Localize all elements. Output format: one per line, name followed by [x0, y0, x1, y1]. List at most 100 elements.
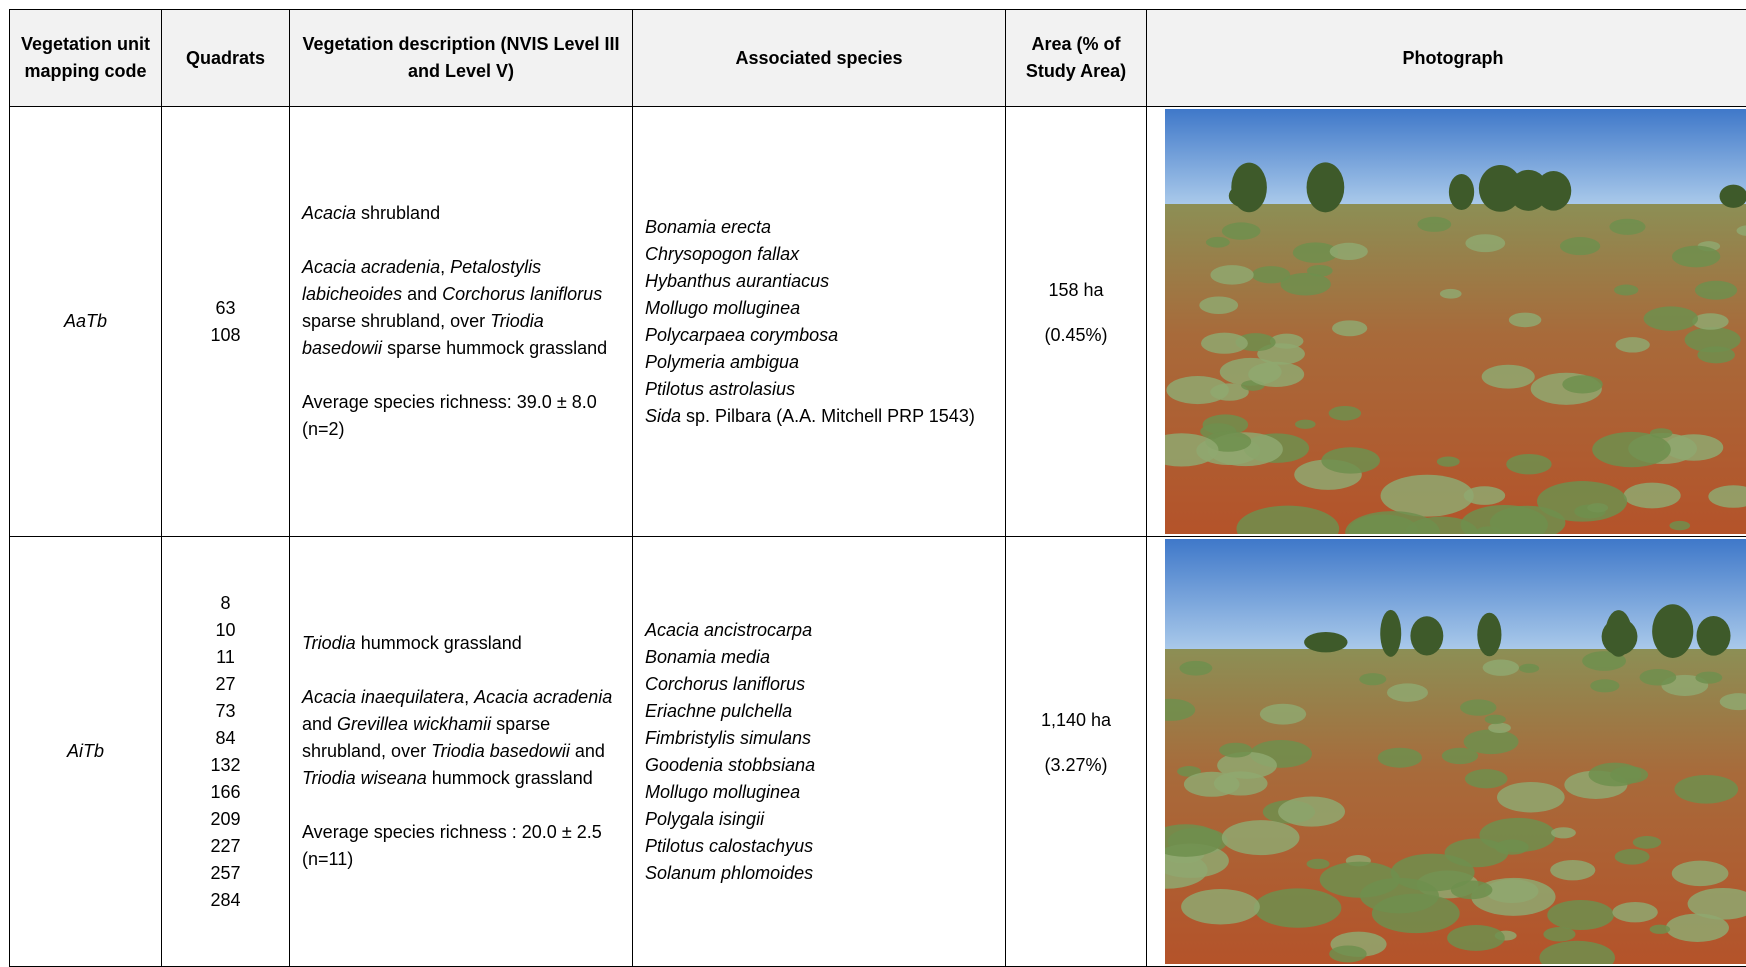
- species-text: Bonamia media: [645, 647, 770, 667]
- quadrat: 8: [162, 590, 289, 617]
- species-item: Solanum phlomoides: [645, 860, 993, 887]
- description-text: Triodia wiseana: [302, 768, 427, 788]
- description-paragraph: Average species richness : 20.0 ± 2.5 (n…: [302, 819, 620, 873]
- species-item: Acacia ancistrocarpa: [645, 617, 993, 644]
- species-text: sp. Pilbara (A.A. Mitchell PRP 1543): [681, 406, 975, 426]
- description-text: Grevillea wickhamii: [337, 714, 491, 734]
- photograph: [1165, 109, 1746, 534]
- species-item: Sida sp. Pilbara (A.A. Mitchell PRP 1543…: [645, 403, 993, 430]
- species-item: Corchorus laniflorus: [645, 671, 993, 698]
- species-cell: Bonamia erecta Chrysopogon fallax Hybanthu…: [633, 107, 1006, 537]
- species-item: Eriachne pulchella: [645, 698, 993, 725]
- description-text: Acacia acradenia: [474, 687, 612, 707]
- species-item: Ptilotus astrolasius: [645, 376, 993, 403]
- area-percent: (3.27%): [1006, 752, 1146, 779]
- description-text: shrubland: [356, 203, 440, 223]
- description-text: Average species richness: 39.0 ± 8.0 (n=…: [302, 392, 597, 439]
- quadrat: 73: [162, 698, 289, 725]
- species-item: Goodenia stobbsiana: [645, 752, 993, 779]
- species-item: Mollugo molluginea: [645, 295, 993, 322]
- species-cell: Acacia ancistrocarpa Bonamia media Corchor…: [633, 537, 1006, 967]
- quadrat: 257: [162, 860, 289, 887]
- header-cell: Associated species: [633, 10, 1006, 107]
- quadrat: 84: [162, 725, 289, 752]
- quadrat: 63: [162, 295, 289, 322]
- quadrat: 132: [162, 752, 289, 779]
- species-text: Sida: [645, 406, 681, 426]
- quadrat: 227: [162, 833, 289, 860]
- species-text: Ptilotus astrolasius: [645, 379, 795, 399]
- photo-cell: [1147, 107, 1746, 537]
- description-text: Triodia basedowii: [431, 741, 570, 761]
- species-text: Polymeria ambigua: [645, 352, 799, 372]
- species-text: Mollugo molluginea: [645, 782, 800, 802]
- quadrat: 166: [162, 779, 289, 806]
- species-text: Ptilotus calostachyus: [645, 836, 813, 856]
- quadrat: 284: [162, 887, 289, 914]
- quadrat: 11: [162, 644, 289, 671]
- species-item: Fimbristylis simulans: [645, 725, 993, 752]
- species-text: Hybanthus aurantiacus: [645, 271, 829, 291]
- area-percent: (0.45%): [1006, 322, 1146, 349]
- header-cell: Quadrats: [162, 10, 290, 107]
- description-text: Triodia: [302, 633, 356, 653]
- species-text: Polycarpaea corymbosa: [645, 325, 838, 345]
- code-cell: AiTb: [10, 537, 162, 967]
- header-cell: Vegetation unit mapping code: [10, 10, 162, 107]
- species-item: Polygala isingii: [645, 806, 993, 833]
- species-item: Ptilotus calostachyus: [645, 833, 993, 860]
- photograph: [1165, 539, 1746, 964]
- species-text: Goodenia stobbsiana: [645, 755, 815, 775]
- species-text: Acacia ancistrocarpa: [645, 620, 812, 640]
- area-cell: 1,140 ha (3.27%): [1006, 537, 1147, 967]
- description-paragraph: Acacia inaequilatera, Acacia acradenia a…: [302, 684, 620, 792]
- header-cell: Vegetation description (NVIS Level III a…: [290, 10, 633, 107]
- description-text: hummock grassland: [356, 633, 522, 653]
- header-cell: Area (% of Study Area): [1006, 10, 1147, 107]
- description-text: and: [402, 284, 442, 304]
- description-paragraph: Acacia acradenia, Petalostylis labicheoi…: [302, 254, 620, 362]
- description-text: sparse shrubland, over: [302, 311, 490, 331]
- species-item: Mollugo molluginea: [645, 779, 993, 806]
- description-text: Acacia inaequilatera: [302, 687, 464, 707]
- description-text: Acacia acradenia: [302, 257, 440, 277]
- header-cell: Photograph: [1147, 10, 1746, 107]
- species-text: Solanum phlomoides: [645, 863, 813, 883]
- quadrat: 108: [162, 322, 289, 349]
- photo-cell: [1147, 537, 1746, 967]
- description-text: hummock grassland: [427, 768, 593, 788]
- species-text: Chrysopogon fallax: [645, 244, 799, 264]
- species-item: Hybanthus aurantiacus: [645, 268, 993, 295]
- area: 1,140 ha: [1006, 707, 1146, 734]
- description-cell: Acacia shrubland Acacia acradenia, Petalo…: [290, 107, 633, 537]
- species-item: Polycarpaea corymbosa: [645, 322, 993, 349]
- description-text: sparse hummock grassland: [382, 338, 607, 358]
- description-text: ,: [440, 257, 450, 277]
- description-paragraph: Triodia hummock grassland: [302, 630, 620, 657]
- species-text: Mollugo molluginea: [645, 298, 800, 318]
- description-paragraph: Average species richness: 39.0 ± 8.0 (n=…: [302, 389, 620, 443]
- code-cell: AaTb: [10, 107, 162, 537]
- description-text: and: [570, 741, 605, 761]
- quadrat: 209: [162, 806, 289, 833]
- species-text: Eriachne pulchella: [645, 701, 792, 721]
- quadrat: 10: [162, 617, 289, 644]
- quadrat: 27: [162, 671, 289, 698]
- species-text: Corchorus laniflorus: [645, 674, 805, 694]
- description-text: Corchorus laniflorus: [442, 284, 602, 304]
- species-item: Bonamia media: [645, 644, 993, 671]
- description-text: Acacia: [302, 203, 356, 223]
- description-paragraph: Acacia shrubland: [302, 200, 620, 227]
- species-text: Bonamia erecta: [645, 217, 771, 237]
- description-text: and: [302, 714, 337, 734]
